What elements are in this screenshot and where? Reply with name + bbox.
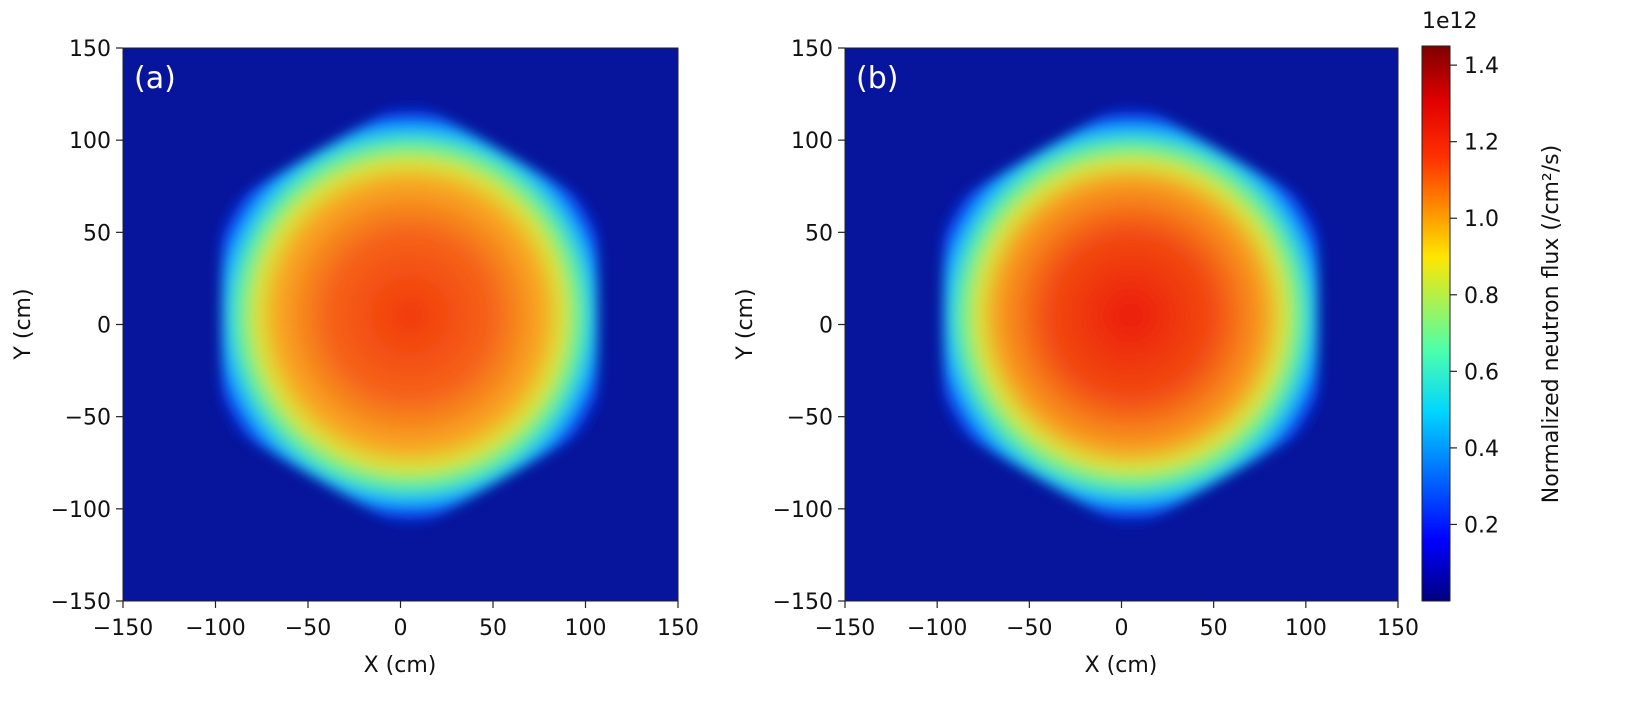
colorbar-tick-label: 1.4 [1464,54,1499,79]
panel-label: (b) [856,61,898,96]
flux-distribution [221,97,599,533]
x-tick-label: 100 [565,616,607,641]
colorbar-tick-label: 1.0 [1464,207,1499,232]
colorbar-multiplier: 1e12 [1422,9,1478,34]
flux-distribution [943,98,1319,533]
axis-ticks: −150 −100 −50 0 50 100 150 −150 −100 −50 0 50 100 150 [773,37,1419,641]
y-tick-label: −150 [51,590,111,615]
x-tick-label: 50 [479,616,507,641]
y-tick-label: −50 [65,406,111,431]
colorbar-tick-label: 0.6 [1464,360,1499,385]
y-tick-label: 100 [69,129,111,154]
x-tick-label: 50 [1200,616,1228,641]
x-tick-label: −100 [185,616,245,641]
y-tick-label: −100 [773,498,833,523]
x-tick-label: 0 [394,616,408,641]
y-tick-label: 100 [791,129,833,154]
axis-ticks: −150 −100 −50 0 50 100 150 −150 −100 −50 0 50 100 150 [51,37,699,641]
y-tick-label: −150 [773,590,833,615]
y-axis-label: Y (cm) [733,288,758,360]
x-tick-label: 100 [1285,616,1327,641]
y-tick-label: 50 [83,221,111,246]
x-tick-label: −100 [907,616,967,641]
x-tick-label: −150 [815,616,875,641]
y-tick-label: −50 [787,406,833,431]
y-tick-label: 0 [819,314,833,339]
x-axis-label: X (cm) [364,653,437,678]
colorbar: 1e12 0.2 0.4 0.6 0.8 1.0 1.2 1.4 Normalized ne… [1421,9,1564,602]
y-axis-label: Y (cm) [11,288,36,360]
x-tick-label: 0 [1115,616,1129,641]
y-tick-label: 50 [805,221,833,246]
x-tick-label: −50 [285,616,331,641]
y-tick-label: 150 [791,37,833,62]
x-tick-label: 150 [657,616,699,641]
x-axis-label: X (cm) [1085,653,1158,678]
panel-label: (a) [134,61,176,96]
colorbar-tick-label: 0.2 [1464,513,1499,538]
x-tick-label: 150 [1377,616,1419,641]
heatmap-panel-b: −150 −100 −50 0 50 100 150 −150 −100 −50 0 50 100 150… [733,37,1419,678]
colorbar-tick-label: 0.8 [1464,284,1499,309]
y-tick-label: 0 [97,314,111,339]
colorbar-label: Normalized neutron flux (/cm²/s) [1539,145,1564,503]
colorbar-tick-label: 1.2 [1464,131,1499,156]
colorbar-gradient [1421,45,1451,602]
x-tick-label: −50 [1006,616,1052,641]
y-tick-label: −100 [51,498,111,523]
y-tick-label: 150 [69,37,111,62]
colorbar-tick-label: 0.4 [1464,437,1499,462]
heatmap-panel-a: −150 −100 −50 0 50 100 150 −150 −100 −50 0 50 100 150… [11,37,699,678]
x-tick-label: −150 [93,616,153,641]
colorbar-ticks: 0.2 0.4 0.6 0.8 1.0 1.2 1.4 [1450,54,1499,538]
